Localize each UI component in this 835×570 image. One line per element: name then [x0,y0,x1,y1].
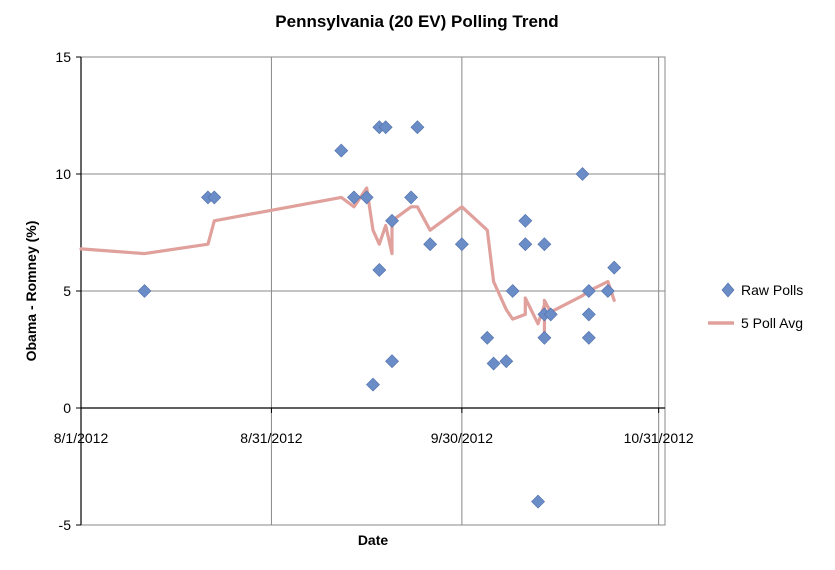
raw-poll-point [499,354,514,369]
raw-poll-point [575,167,590,181]
y-tick-label: 15 [55,49,71,65]
raw-poll-point [372,263,387,277]
legend: Raw Polls 5 Poll Avg [708,282,803,331]
y-tick-label: -5 [59,517,72,533]
x-axis-label: Date [358,532,389,548]
x-tick-label: 8/1/2012 [54,430,109,446]
raw-poll-point [378,120,393,135]
raw-poll-point [543,307,558,322]
raw-poll-point [531,494,545,509]
raw-poll-point [607,260,622,275]
raw-poll-point [359,190,374,205]
raw-poll-point [385,213,399,228]
y-axis-label: Obama - Romney (%) [23,221,39,362]
raw-poll-point [137,284,152,298]
raw-points-layer [137,120,622,509]
raw-poll-point [537,237,552,252]
raw-poll-point [423,237,438,252]
raw-poll-point [486,356,501,371]
x-tick-labels: 8/1/2012 8/31/2012 9/30/2012 10/31/2012 [54,430,694,446]
axis-lines [76,56,665,526]
series-5-poll-avg-line [79,186,616,335]
y-tick-label: 10 [55,166,71,182]
raw-poll-point [600,284,615,298]
raw-poll-point [537,330,552,345]
raw-poll-point [207,190,222,205]
legend-item-5-poll-avg: 5 Poll Avg [708,315,803,331]
y-tick-label: 5 [63,283,71,299]
gridlines [80,56,666,526]
legend-raw-polls-marker [721,282,735,298]
raw-poll-point [581,307,596,322]
x-tick-label: 9/30/2012 [431,430,493,446]
raw-poll-point [385,354,399,369]
y-tick-label: 0 [63,400,71,416]
legend-raw-polls-label: Raw Polls [741,282,803,298]
raw-poll-point [505,284,520,298]
chart-title: Pennsylvania (20 EV) Polling Trend [275,12,558,31]
raw-poll-point [518,237,533,252]
legend-item-raw-polls: Raw Polls [721,282,803,298]
raw-poll-point [366,377,380,392]
legend-5-poll-avg-label: 5 Poll Avg [741,315,803,331]
raw-poll-point [581,284,596,298]
avg-line-layer [79,186,616,335]
raw-poll-point [410,120,425,135]
raw-poll-point [581,330,596,345]
y-tick-labels: -5 0 5 10 15 [55,49,71,533]
raw-poll-point [454,237,469,252]
raw-poll-point [404,190,419,205]
raw-poll-point [518,213,533,228]
raw-poll-point [347,190,361,205]
raw-poll-point [334,143,349,158]
x-tick-label: 8/31/2012 [240,430,302,446]
x-tick-label: 10/31/2012 [624,430,694,446]
raw-poll-point [480,330,495,345]
